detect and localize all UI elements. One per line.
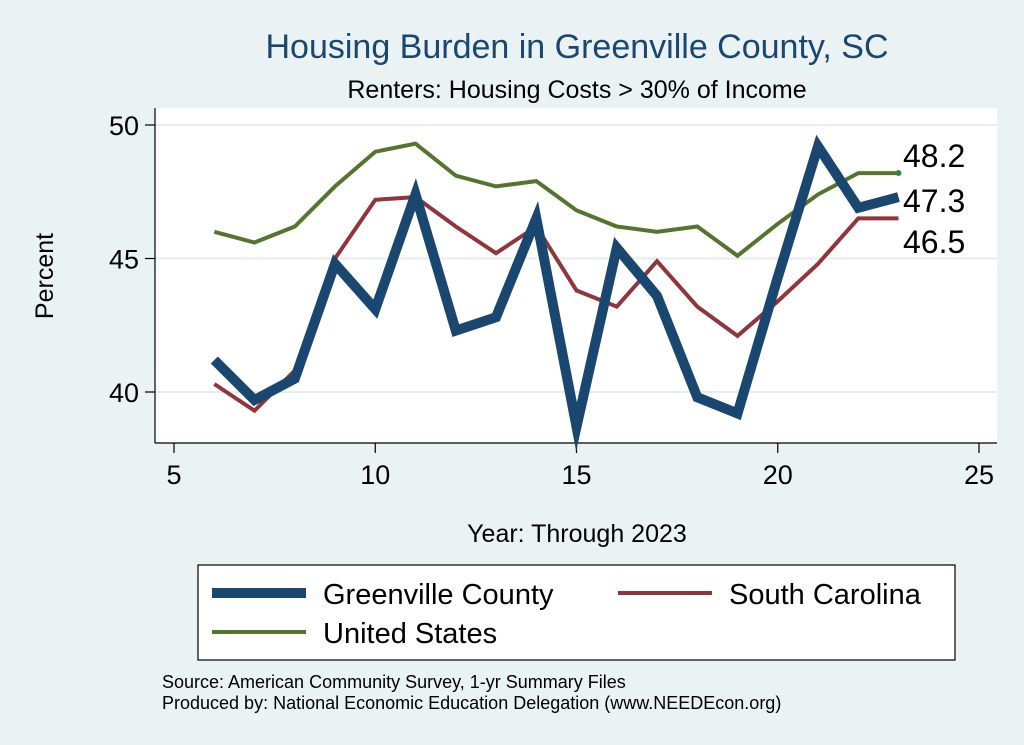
x-axis-label: Year: Through 2023 [467, 520, 687, 548]
chart-title: Housing Burden in Greenville County, SC [265, 28, 888, 66]
plot-area [155, 108, 997, 443]
legend-label-united-states: United States [323, 618, 497, 650]
y-tick-label: 45 [109, 245, 139, 275]
x-tick-label: 10 [360, 460, 390, 490]
x-tick-label: 5 [166, 460, 181, 490]
series-endpoint-marker [895, 170, 902, 177]
legend-label-greenville: Greenville County [323, 579, 554, 611]
x-tick-label: 15 [561, 460, 591, 490]
x-tick-label: 20 [763, 460, 793, 490]
legend-label-south-carolina: South Carolina [729, 579, 922, 611]
chart-subtitle: Renters: Housing Costs > 30% of Income [347, 76, 806, 104]
legend: Greenville County South Carolina United … [197, 564, 956, 661]
series-line-united-states [213, 141, 899, 259]
x-tick-label: 25 [964, 460, 994, 490]
source-note: Source: American Community Survey, 1-yr … [162, 672, 626, 692]
legend-box [197, 564, 956, 661]
end-label-united-states: 48.2 [903, 138, 965, 174]
end-labels: 48.2 47.3 46.5 [903, 138, 965, 260]
y-axis-label: Percent [31, 233, 59, 319]
produced-note: Produced by: National Economic Education… [162, 693, 781, 713]
y-ticks: 40 45 50 [109, 111, 155, 408]
y-tick-label: 40 [109, 378, 139, 408]
series-line-greenville-county [210, 134, 900, 452]
y-tick-label: 50 [109, 111, 139, 141]
end-label-south-carolina: 46.5 [903, 224, 965, 260]
end-label-greenville-county: 47.3 [903, 183, 965, 219]
gridlines [155, 124, 997, 393]
series-layer [210, 134, 902, 452]
x-ticks: 5 10 15 20 25 [166, 443, 994, 490]
